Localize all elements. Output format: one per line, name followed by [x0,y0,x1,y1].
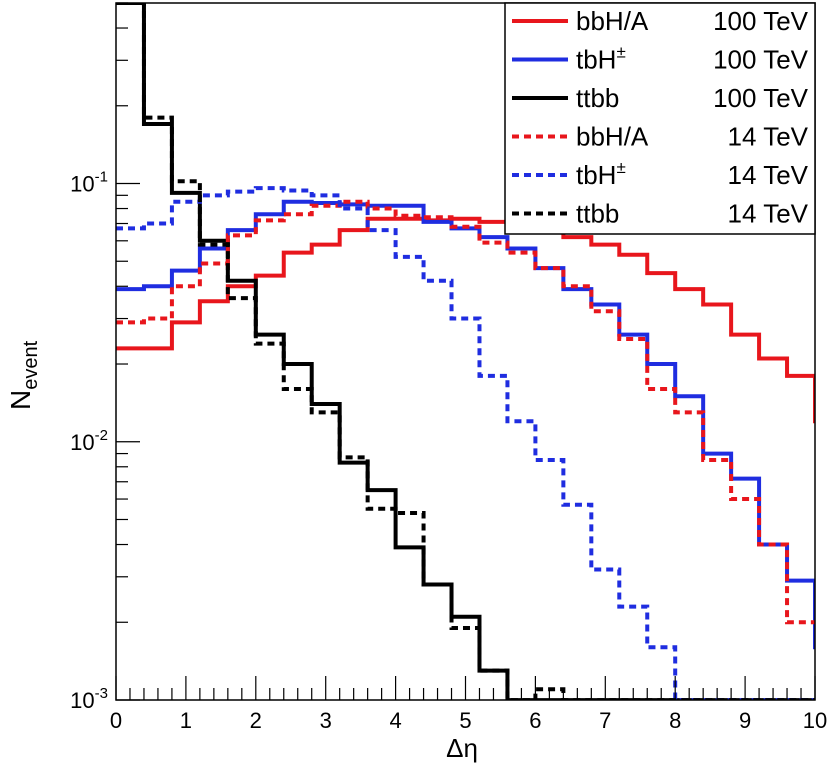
x-tick-label: 6 [529,708,541,733]
legend-energy: 14 TeV [728,122,809,152]
y-tick-label: 10-3 [70,685,108,713]
x-axis-title: Δη [446,733,478,763]
x-tick-label: 10 [803,708,827,733]
legend-energy: 14 TeV [728,199,809,229]
x-tick-label: 7 [599,708,611,733]
legend-box [504,2,816,235]
x-tick-label: 3 [320,708,332,733]
legend-label: ttbb [576,83,619,113]
legend: bbH/A 100 TeV tbH± 100 TeV ttbb 100 TeV bbH/A 1… [504,2,816,235]
x-tick-label: 8 [669,708,681,733]
legend-energy: 100 TeV [713,45,809,75]
y-tick-label: 10-1 [70,169,108,197]
x-tick-label: 9 [739,708,751,733]
legend-label: bbH/A [576,122,649,152]
legend-label: ttbb [576,199,619,229]
legend-label: tbH± [576,158,626,190]
x-tick-label: 1 [180,708,192,733]
series-line-1 [116,216,815,424]
legend-energy: 14 TeV [728,160,809,190]
series-line-6 [116,3,815,700]
series-line-2 [116,199,815,650]
legend-label: tbH± [576,43,626,75]
x-tick-label: 0 [110,708,122,733]
y-axis-title: Nevent [5,340,42,410]
series-line-5 [116,186,815,700]
axis-layer: 0 1 2 3 4 5 6 7 8 9 10 10-3 10-2 10-1 Δη Nevent [5,2,827,763]
series-line-4 [116,199,815,625]
legend-label: bbH/A [576,6,649,36]
x-tick-label: 5 [459,708,471,733]
series-line-3 [116,3,815,700]
legend-energy: 100 TeV [713,83,809,113]
y-tick-label: 10-2 [70,427,108,455]
x-tick-label: 2 [250,708,262,733]
x-tick-label: 4 [389,708,401,733]
legend-energy: 100 TeV [713,6,809,36]
series-layer [116,3,815,700]
